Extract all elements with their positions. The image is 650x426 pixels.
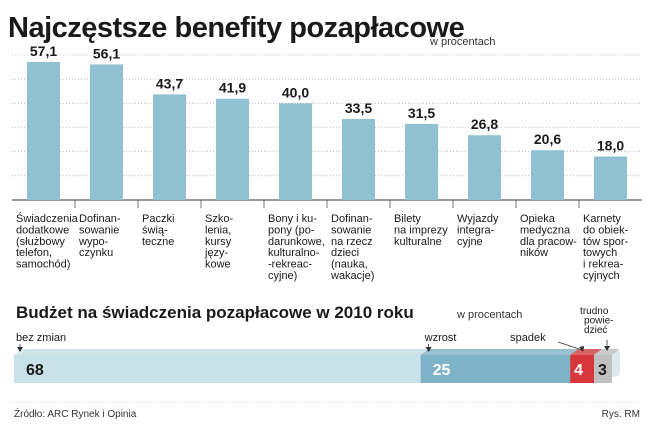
segment-value-label: 68 — [26, 362, 44, 379]
budget-unit: w procentach — [457, 309, 523, 321]
bar-value-label: 40,0 — [282, 84, 309, 100]
bar-chart: 57,1 Świadczenia dodatkowe (służbowy telefon… — [12, 43, 642, 282]
category-label: Szko-lenia, kursy języ-kowe — [204, 213, 233, 271]
bar-value-label: 31,5 — [408, 105, 435, 121]
bar — [405, 123, 438, 200]
bar — [342, 119, 375, 200]
segment-value-label: 4 — [574, 362, 583, 379]
bar — [594, 156, 627, 200]
category-label: Paczki świą-teczne — [142, 213, 174, 248]
segment-top-face — [420, 349, 579, 355]
segment-bar — [14, 355, 421, 383]
source-note: Źródło: ARC Rynek i Opinia — [14, 409, 137, 420]
segment-arrowhead — [579, 346, 585, 352]
segment-bar — [594, 355, 612, 383]
segment-name-label: spadek — [510, 332, 546, 344]
bar — [279, 103, 312, 200]
category-label: Opieka medyczna dla pracow-ników — [520, 213, 577, 259]
bar-value-label: 57,1 — [30, 43, 57, 59]
segment-top-face — [570, 349, 603, 355]
budget-title: Budżet na świadczenia pozapłacowe w 2010… — [16, 303, 414, 322]
bar-value-label: 26,8 — [471, 116, 498, 132]
category-label: Świadczenia dodatkowe (służbowy telefon, sam… — [16, 212, 79, 271]
segment-name-label: trudno powie-dzieć — [580, 306, 613, 336]
bar — [531, 150, 564, 200]
segment-bar — [570, 355, 595, 383]
credit-note: Rys. RM — [601, 409, 640, 420]
segment-name-label: wzrost — [424, 332, 457, 344]
bar — [27, 62, 60, 201]
bar-value-label: 18,0 — [597, 138, 624, 154]
bar-value-label: 56,1 — [93, 45, 120, 61]
segment-bar — [420, 355, 571, 383]
category-label: Karnety do obiek-tów spor-towych i rekrea-… — [583, 213, 629, 282]
category-label: Dofinan-sowanie na rzecz dzieci (nauka, waka… — [330, 213, 374, 282]
bar — [90, 64, 123, 200]
chart-title: Najczęstsze benefity pozapłacowe — [8, 12, 465, 44]
bar-value-label: 20,6 — [534, 131, 561, 147]
segment-value-label: 25 — [433, 362, 451, 379]
segment-arrow — [558, 341, 583, 351]
segment-top-face — [14, 349, 429, 355]
bar — [153, 94, 186, 200]
bar — [216, 98, 249, 200]
category-label: Wyjazdy integra-cyjne — [457, 213, 499, 248]
chart-unit: w procentach — [430, 36, 496, 48]
category-label: Bilety na imprezy kulturalne — [394, 213, 448, 248]
bar-value-label: 33,5 — [345, 100, 372, 116]
segment-arrowhead — [604, 346, 611, 351]
category-label: Bony i ku-pony (po-darunkowe, kulturalno-… — [268, 213, 325, 282]
bar — [468, 135, 501, 200]
segment-top-face — [594, 349, 620, 355]
segment-name-label: bez zmian — [16, 332, 66, 344]
bar-value-label: 43,7 — [156, 75, 183, 91]
bar-value-label: 41,9 — [219, 80, 246, 96]
category-label: Dofinan-sowanie wypo-czynku — [78, 213, 121, 259]
segment-arrowhead — [425, 347, 432, 352]
segment-arrowhead — [17, 347, 23, 352]
segment-value-label: 3 — [598, 362, 607, 379]
